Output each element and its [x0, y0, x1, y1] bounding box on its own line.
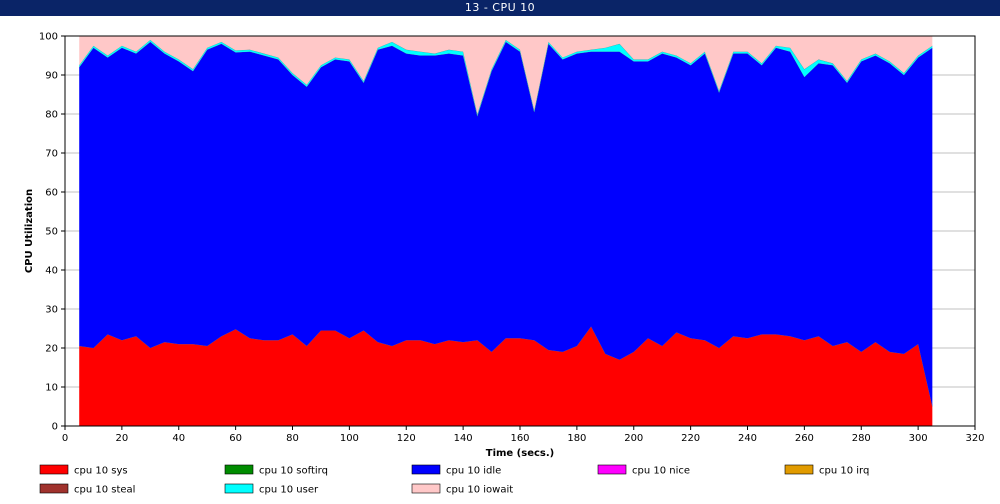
y-axis-title: CPU Utilization — [24, 189, 35, 273]
legend: cpu 10 sys cpu 10 softirq cpu 10 idle cpu 1… — [39, 464, 869, 496]
y-tick-label-90: 90 — [45, 71, 58, 82]
legend-item-cpu-10-user: cpu 10 user — [224, 483, 319, 496]
legend-item-cpu-10-sys: cpu 10 sys — [39, 464, 128, 477]
x-tick-label-320: 320 — [965, 433, 984, 444]
stacked-areas — [78, 35, 933, 426]
x-tick-label-300: 300 — [909, 433, 928, 444]
y-tick-label-100: 100 — [39, 32, 58, 43]
legend-label-cpu-10-idle: cpu 10 idle — [446, 466, 501, 477]
legend-label-cpu-10-iowait: cpu 10 iowait — [446, 485, 513, 496]
y-tick-label-30: 30 — [45, 305, 58, 316]
y-tick-label-10: 10 — [45, 383, 58, 394]
x-tick-label-20: 20 — [116, 433, 129, 444]
y-tick-label-20: 20 — [45, 344, 58, 355]
x-tick-label-80: 80 — [286, 433, 299, 444]
legend-item-cpu-10-iowait: cpu 10 iowait — [411, 483, 513, 496]
area-cpu-10-sys — [79, 326, 933, 426]
chart: 0 20 40 60 80 100 120 140 160 180 200 220 240 260 280 3… — [24, 32, 985, 496]
legend-swatch-cpu-10-irq — [784, 464, 814, 475]
legend-label-cpu-10-nice: cpu 10 nice — [632, 466, 690, 477]
legend-label-cpu-10-irq: cpu 10 irq — [819, 466, 869, 477]
legend-swatch-cpu-10-softirq — [224, 464, 254, 475]
area-cpu-10-idle — [79, 41, 933, 407]
y-tick-label-50: 50 — [45, 227, 58, 238]
x-tick-label-160: 160 — [510, 433, 529, 444]
x-tick-label-100: 100 — [340, 433, 359, 444]
x-tick-label-120: 120 — [397, 433, 416, 444]
x-tick-label-220: 220 — [681, 433, 700, 444]
x-tick-label-200: 200 — [624, 433, 643, 444]
legend-label-cpu-10-softirq: cpu 10 softirq — [259, 466, 328, 477]
legend-item-cpu-10-nice: cpu 10 nice — [597, 464, 690, 477]
x-tick-label-280: 280 — [852, 433, 871, 444]
legend-item-cpu-10-irq: cpu 10 irq — [784, 464, 869, 477]
x-axis-title: Time (secs.) — [486, 448, 555, 459]
legend-swatch-cpu-10-nice — [597, 464, 627, 475]
area-cpu-10-iowait — [79, 36, 933, 114]
legend-label-cpu-10-user: cpu 10 user — [259, 485, 319, 496]
x-tick-label-0: 0 — [62, 433, 68, 444]
x-axis: 0 20 40 60 80 100 120 140 160 180 200 220 240 260 280 3… — [62, 426, 985, 444]
legend-swatch-cpu-10-idle — [411, 464, 441, 475]
y-tick-label-60: 60 — [45, 188, 58, 199]
x-tick-label-260: 260 — [795, 433, 814, 444]
x-tick-label-180: 180 — [567, 433, 586, 444]
window-title: 13 - CPU 10 — [0, 0, 1000, 16]
legend-label-cpu-10-sys: cpu 10 sys — [74, 466, 128, 477]
y-tick-label-0: 0 — [52, 422, 58, 433]
legend-item-cpu-10-steal: cpu 10 steal — [39, 483, 135, 496]
x-tick-label-240: 240 — [738, 433, 757, 444]
y-axis: 0 10 20 30 40 50 60 70 80 90 100 — [39, 32, 65, 433]
x-tick-label-140: 140 — [454, 433, 473, 444]
legend-swatch-cpu-10-sys — [39, 464, 69, 475]
legend-label-cpu-10-steal: cpu 10 steal — [74, 485, 135, 496]
legend-swatch-cpu-10-iowait — [411, 483, 441, 494]
legend-swatch-cpu-10-steal — [39, 483, 69, 494]
legend-item-cpu-10-idle: cpu 10 idle — [411, 464, 501, 477]
x-tick-label-60: 60 — [229, 433, 242, 444]
legend-swatch-cpu-10-user — [224, 483, 254, 494]
legend-item-cpu-10-softirq: cpu 10 softirq — [224, 464, 328, 477]
y-tick-label-40: 40 — [45, 266, 58, 277]
x-tick-label-40: 40 — [172, 433, 185, 444]
y-tick-label-70: 70 — [45, 149, 58, 160]
y-tick-label-80: 80 — [45, 110, 58, 121]
